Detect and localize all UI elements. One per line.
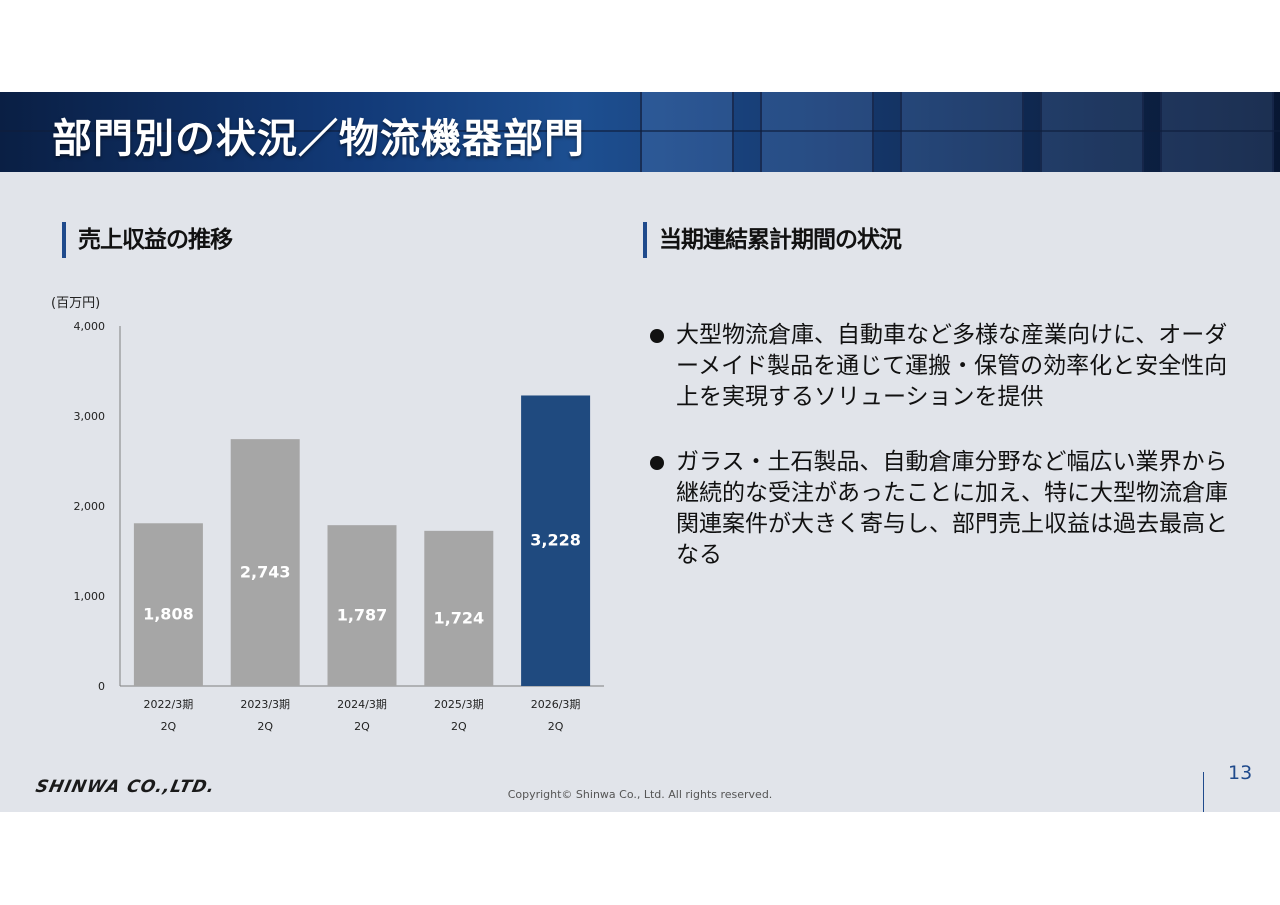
slide: 部門別の状況／物流機器部門 売上収益の推移 当期連結累計期間の状況 (百万円) …: [0, 92, 1280, 812]
y-tick-label: 3,000: [74, 410, 106, 423]
y-tick-label: 1,000: [74, 590, 106, 603]
x-tick-sublabel: 2Q: [548, 720, 564, 733]
x-tick-label: 2026/3期: [531, 698, 581, 711]
x-tick-sublabel: 2Q: [354, 720, 370, 733]
status-bullet: ガラス・土石製品、自動倉庫分野など幅広い業界から継続的な受注があったことに加え、…: [650, 447, 1240, 571]
section-heading-revenue: 売上収益の推移: [62, 222, 233, 258]
bar: [521, 395, 591, 686]
copyright-text: Copyright© Shinwa Co., Ltd. All rights r…: [507, 788, 773, 801]
bar: [327, 525, 397, 686]
x-tick-label: 2023/3期: [240, 698, 290, 711]
bullet-dot-icon: [650, 329, 664, 343]
x-tick-label: 2024/3期: [337, 698, 387, 711]
x-tick-label: 2025/3期: [434, 698, 484, 711]
bullet-text: ガラス・土石製品、自動倉庫分野など幅広い業界から継続的な受注があったことに加え、…: [676, 449, 1228, 568]
bar: [133, 523, 203, 686]
x-tick-sublabel: 2Q: [257, 720, 273, 733]
bullet-dot-icon: [650, 456, 664, 470]
bar-value-label: 2,743: [240, 563, 291, 582]
title-banner: 部門別の状況／物流機器部門: [0, 92, 1280, 172]
bar-value-label: 3,228: [530, 530, 581, 549]
bar: [424, 530, 494, 686]
x-tick-sublabel: 2Q: [451, 720, 467, 733]
bar: [230, 439, 300, 686]
y-tick-label: 0: [98, 680, 105, 693]
page-number-divider: [1203, 772, 1204, 812]
page-number: 13: [1228, 762, 1253, 784]
y-tick-label: 4,000: [74, 320, 106, 333]
bar-value-label: 1,787: [337, 606, 388, 625]
page-title: 部門別の状況／物流機器部門: [52, 116, 585, 162]
bullet-text: 大型物流倉庫、自動車など多様な産業向けに、オーダーメイド製品を通じて運搬・保管の…: [676, 322, 1228, 410]
bar-value-label: 1,724: [433, 608, 484, 627]
y-tick-label: 2,000: [74, 500, 106, 513]
bar-value-label: 1,808: [143, 605, 194, 624]
revenue-bar-chart: 0 1,000 2,000 3,000 4,000 1,808 2,743 1,787 1,7…: [74, 320, 604, 733]
status-bullet: 大型物流倉庫、自動車など多様な産業向けに、オーダーメイド製品を通じて運搬・保管の…: [650, 320, 1240, 413]
x-tick-sublabel: 2Q: [161, 720, 177, 733]
section-heading-status: 当期連結累計期間の状況: [643, 222, 902, 258]
status-bullet-list: 大型物流倉庫、自動車など多様な産業向けに、オーダーメイド製品を通じて運搬・保管の…: [650, 320, 1240, 605]
x-tick-label: 2022/3期: [144, 698, 194, 711]
chart-unit-label: (百万円): [51, 296, 101, 311]
